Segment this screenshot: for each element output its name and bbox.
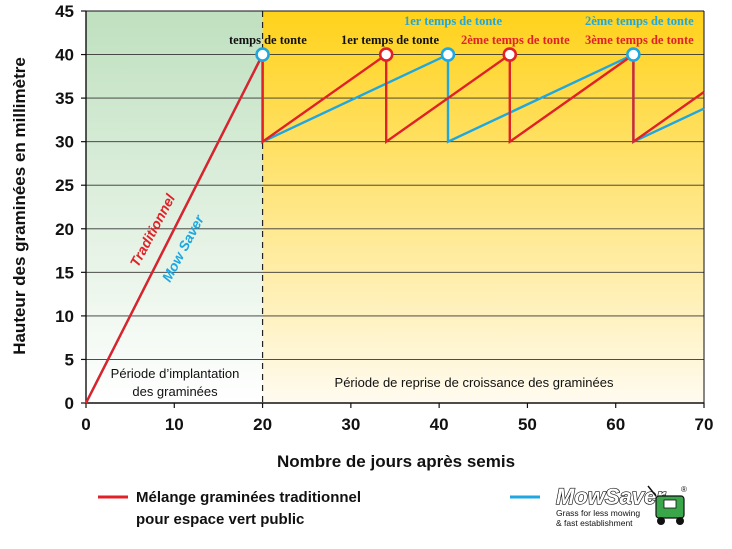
x-tick-label: 60	[606, 415, 625, 434]
period-label-establishment-line1: Période d’implantation	[111, 366, 240, 381]
axes	[81, 10, 705, 408]
mowsaver-tagline-line2: & fast establishment	[556, 518, 633, 528]
x-tick-label: 0	[81, 415, 90, 434]
annotation-temps-de-tonte: temps de tonte	[229, 33, 307, 47]
y-tick-label: 25	[55, 176, 74, 195]
legend-traditional-line2: pour espace vert public	[136, 511, 304, 528]
mow-marker	[502, 47, 518, 62]
x-tick-label: 20	[253, 415, 272, 434]
y-tick-label: 0	[65, 394, 74, 413]
x-axis-title: Nombre de jours après semis	[277, 452, 515, 471]
y-axis-title: Hauteur des graminées en millimètre	[10, 57, 29, 355]
mow-marker	[626, 47, 641, 62]
x-tick-label: 70	[695, 415, 714, 434]
annotation-traditional-second-mow: 2ème temps de tonte	[461, 33, 570, 47]
y-tick-label: 20	[55, 220, 74, 239]
tick-labels: 0 10 20 30 40 50 60 70 0 5 10 15 20 25 30 35 40 45	[55, 2, 713, 434]
y-tick-label: 35	[55, 89, 74, 108]
annotation-mowsaver-second-mow: 2ème temps de tonte	[585, 14, 694, 28]
legend-traditional-line1: Mélange graminées traditionnel	[136, 489, 361, 506]
establishment-period-band	[86, 11, 263, 403]
series-lines	[84, 52, 705, 404]
y-tick-label: 10	[55, 307, 74, 326]
regrowth-period-band	[262, 11, 704, 403]
mowsaver-registered-mark: ®	[681, 485, 687, 494]
period-label-establishment-line2: des graminées	[132, 384, 218, 399]
annotation-traditional-third-mow: 3ème temps de tonte	[585, 33, 694, 47]
y-tick-label: 30	[55, 133, 74, 152]
mow-marker	[255, 47, 270, 62]
x-tick-label: 40	[430, 415, 449, 434]
annotation-mowsaver-first-mow: 1er temps de tonte	[404, 14, 502, 28]
mow-markers	[255, 47, 641, 62]
legend-mowsaver-logo: MowSaver ® Grass for less mowing & fast …	[555, 483, 687, 528]
x-tick-label: 50	[518, 415, 537, 434]
y-tick-label: 40	[55, 46, 74, 65]
x-tick-label: 30	[341, 415, 360, 434]
lawn-mower-icon	[647, 485, 685, 525]
mowsaver-logo-text: MowSaver	[556, 484, 666, 509]
mow-marker	[440, 47, 456, 62]
mowsaver-tagline-line1: Grass for less mowing	[556, 508, 640, 518]
y-tick-label: 15	[55, 263, 74, 282]
period-label-regrowth: Période de reprise de croissance des gra…	[335, 375, 614, 390]
x-tick-label: 10	[165, 415, 184, 434]
mow-marker	[378, 47, 394, 62]
y-tick-label: 5	[65, 350, 74, 369]
annotation-traditional-first-mow: 1er temps de tonte	[341, 33, 439, 47]
series-line-traditionnel	[84, 52, 705, 404]
y-tick-label: 45	[55, 2, 74, 21]
